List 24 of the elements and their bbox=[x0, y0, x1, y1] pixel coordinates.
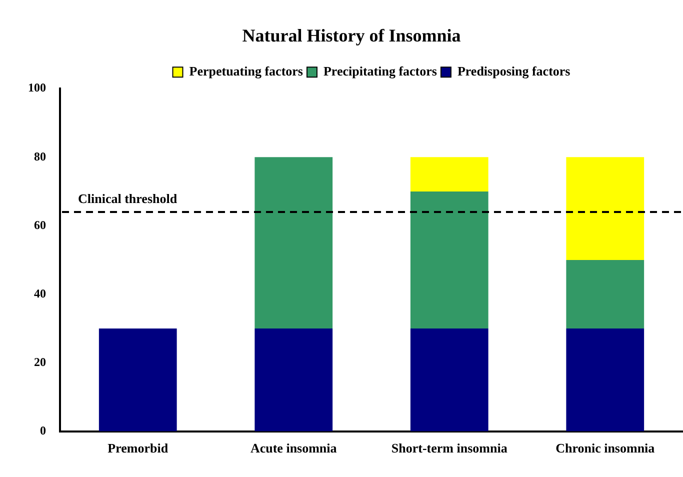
bar bbox=[410, 191, 488, 329]
x-tick-label: Short-term insomnia bbox=[391, 440, 508, 456]
bar bbox=[566, 157, 644, 260]
y-tick-label: 80 bbox=[34, 149, 46, 164]
bar bbox=[254, 157, 333, 329]
y-tick-label: 20 bbox=[34, 354, 46, 369]
y-tick-label: 40 bbox=[34, 286, 46, 300]
x-tick-label: Acute insomnia bbox=[250, 440, 338, 456]
bar bbox=[98, 328, 177, 432]
x-tick-label: Premorbid bbox=[108, 440, 169, 456]
y-tick-label: 0 bbox=[40, 423, 46, 438]
bar bbox=[254, 328, 333, 432]
legend-label: Precipitating factors bbox=[323, 63, 437, 78]
chart-title: Natural History of Insomnia bbox=[242, 25, 461, 46]
legend-label: Predisposing factors bbox=[457, 63, 570, 78]
bar bbox=[566, 328, 644, 432]
bar bbox=[566, 260, 644, 329]
y-tick-label: 60 bbox=[34, 218, 46, 232]
x-tick-label: Chronic insomnia bbox=[556, 440, 656, 456]
ref-line-label: Clinical threshold bbox=[78, 190, 178, 206]
bar bbox=[410, 328, 488, 432]
bar bbox=[410, 157, 488, 192]
y-tick-label: 100 bbox=[28, 80, 46, 95]
legend-label: Perpetuating factors bbox=[189, 63, 303, 78]
